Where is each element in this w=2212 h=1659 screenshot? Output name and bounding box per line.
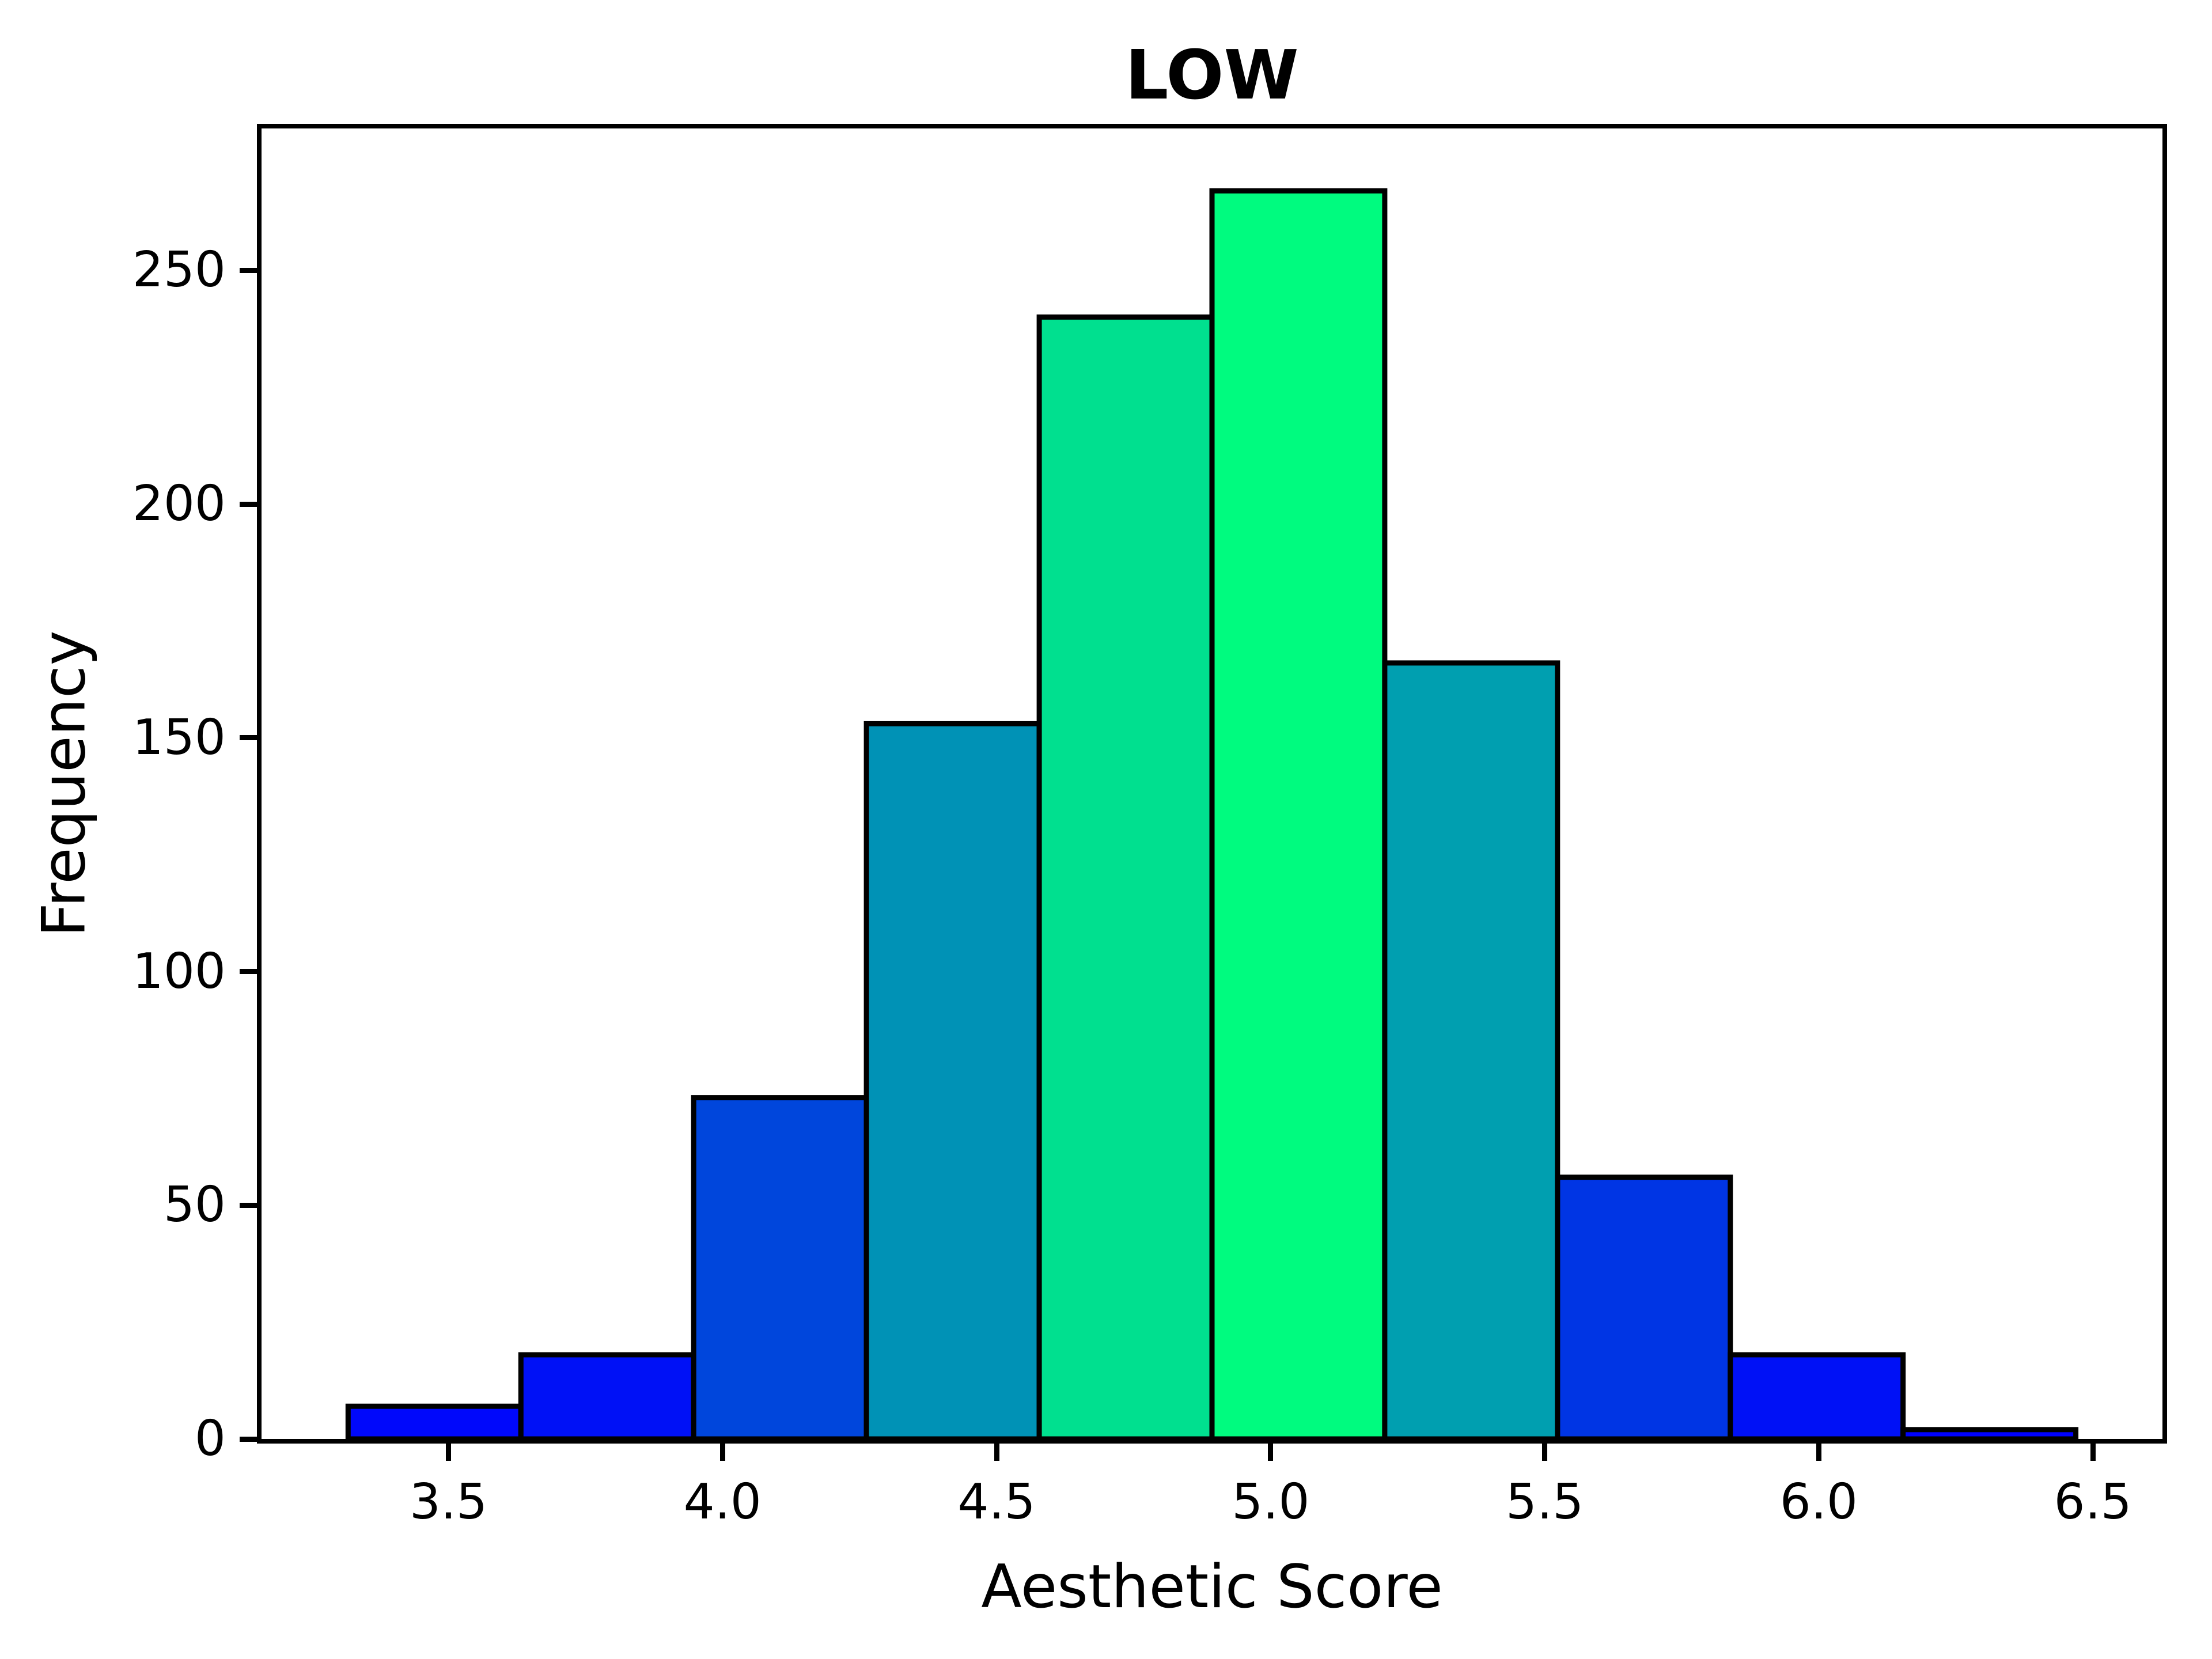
y-tick-mark-50	[240, 1202, 257, 1208]
y-tick-label-250: 250	[132, 241, 226, 299]
x-tick-label-3.5: 3.5	[409, 1474, 488, 1531]
x-tick-mark-3.5	[445, 1444, 451, 1461]
y-tick-label-50: 50	[163, 1176, 226, 1234]
x-tick-mark-5.0	[1268, 1444, 1274, 1461]
histogram-bar-1	[345, 1403, 524, 1442]
y-tick-mark-150	[240, 735, 257, 741]
x-tick-mark-6.5	[2090, 1444, 2096, 1461]
x-tick-mark-6.0	[1816, 1444, 1821, 1461]
x-tick-mark-5.5	[1542, 1444, 1548, 1461]
x-tick-label-4.0: 4.0	[683, 1474, 762, 1531]
y-axis-label-text: Frequency	[29, 630, 99, 937]
y-tick-mark-250	[240, 267, 257, 273]
histogram-bar-7	[1382, 660, 1560, 1442]
x-tick-label-4.5: 4.5	[957, 1474, 1036, 1531]
y-tick-mark-100	[240, 969, 257, 974]
histogram-bars	[345, 188, 2079, 1442]
y-tick-label-100: 100	[132, 942, 226, 1000]
x-axis-label: Aesthetic Score	[981, 1552, 1443, 1622]
histogram-bar-5	[1036, 314, 1215, 1442]
y-tick-mark-0	[240, 1436, 257, 1442]
x-tick-mark-4.0	[719, 1444, 725, 1461]
y-tick-label-150: 150	[132, 709, 226, 766]
x-tick-mark-4.5	[994, 1444, 999, 1461]
histogram-bar-4	[863, 721, 1042, 1442]
x-tick-label-5.0: 5.0	[1232, 1474, 1310, 1531]
y-tick-label-200: 200	[132, 475, 226, 533]
histogram-bar-8	[1555, 1175, 1733, 1442]
histogram-bar-10	[1900, 1427, 2079, 1442]
histogram-bar-9	[1728, 1352, 1906, 1442]
x-tick-label-5.5: 5.5	[1506, 1474, 1584, 1531]
y-tick-label-0: 0	[194, 1410, 226, 1467]
histogram-bar-2	[518, 1352, 696, 1442]
histogram-bar-3	[691, 1095, 869, 1442]
chart-title: LOW	[1125, 35, 1299, 115]
histogram-bar-6	[1209, 188, 1388, 1442]
x-tick-label-6.0: 6.0	[1779, 1474, 1858, 1531]
x-tick-label-6.5: 6.5	[2054, 1474, 2132, 1531]
y-tick-mark-200	[240, 501, 257, 507]
